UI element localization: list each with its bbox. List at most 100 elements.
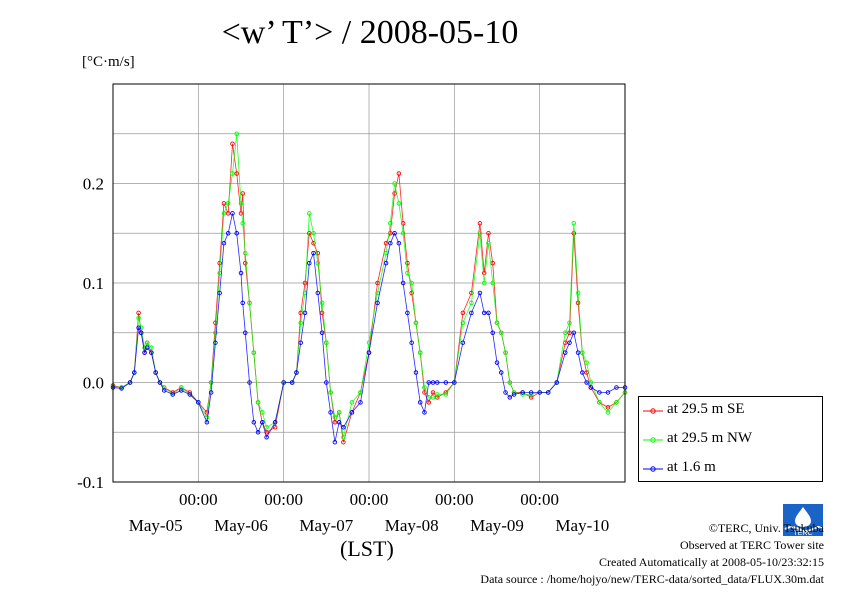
data-point (580, 370, 585, 375)
plot-frame (112, 83, 626, 483)
data-point (319, 330, 325, 336)
data-point (127, 380, 133, 385)
x-date-label: May-06 (214, 516, 268, 535)
x-tick-time-label: 00:00 (264, 490, 303, 509)
grid-lines (113, 84, 625, 482)
data-point (409, 280, 414, 286)
data-point (396, 171, 402, 176)
data-point (349, 410, 355, 415)
x-date-label: May-09 (470, 516, 524, 535)
data-point (179, 385, 184, 390)
data-point (567, 320, 572, 326)
data-point (161, 388, 167, 393)
data-point (494, 360, 500, 365)
data-point (341, 434, 346, 440)
data-point (328, 390, 333, 395)
data-point (422, 385, 427, 390)
data-point (260, 410, 265, 415)
data-point (225, 211, 231, 216)
data-point (422, 410, 427, 415)
data-point (375, 300, 380, 306)
data-point (315, 260, 321, 266)
data-point (571, 221, 577, 226)
series-layer (110, 131, 628, 445)
data-point (469, 290, 474, 296)
data-point (315, 290, 321, 296)
data-point (477, 230, 483, 236)
data-point (324, 380, 329, 385)
data-point (138, 325, 144, 331)
data-point (217, 260, 222, 266)
data-point (213, 330, 218, 336)
data-point (597, 390, 602, 395)
data-point (349, 400, 355, 405)
data-point (499, 330, 504, 336)
data-point (460, 320, 466, 326)
legend-label-1-6m: at 1.6 m (667, 459, 716, 475)
data-point (230, 141, 235, 146)
data-point (392, 230, 397, 236)
data-point (469, 310, 474, 316)
legend-label-se: at 29.5 m SE (667, 401, 745, 417)
data-point (567, 330, 572, 336)
data-point (490, 330, 495, 336)
data-point (255, 430, 261, 435)
legend-marker-1-6m-icon (643, 466, 663, 472)
data-point (528, 395, 534, 400)
data-point (272, 420, 278, 425)
x-date-label: May-10 (555, 516, 609, 535)
data-point (238, 201, 244, 206)
data-point (138, 330, 144, 336)
data-point (409, 340, 414, 345)
data-point (443, 392, 449, 397)
data-point (251, 350, 257, 355)
data-point (243, 330, 248, 336)
legend-label-nw: at 29.5 m NW (667, 430, 752, 446)
data-point (217, 290, 222, 296)
data-point (149, 345, 154, 350)
legend-marker-se-icon (643, 408, 663, 414)
axis-layer: 00:00 00:00 00:00 00:00 00:00 -0.1 0.0 0.1 0.2 Ma… (77, 175, 609, 536)
data-point (486, 310, 491, 316)
data-point (537, 390, 542, 395)
legend: at 29.5 m SE at 29.5 m NW at 1.6 m (638, 396, 823, 482)
data-point (452, 380, 457, 385)
x-tick-time-label: 00:00 (435, 490, 474, 509)
data-point (307, 211, 312, 216)
data-point (575, 290, 581, 296)
data-point (260, 420, 265, 425)
data-point (230, 171, 235, 176)
y-axis-unit-label: [°C·m/s] (82, 54, 135, 70)
data-point (153, 370, 158, 375)
data-point (503, 350, 508, 355)
data-point (221, 211, 227, 216)
credits: ©TERC, Univ. Tsukuba Observed at TERC To… (480, 520, 824, 588)
data-point (234, 171, 239, 176)
x-tick-time-label: 00:00 (520, 490, 559, 509)
data-point (605, 405, 611, 410)
data-point (328, 410, 333, 415)
data-point (392, 181, 397, 186)
series-line-2 (112, 213, 625, 443)
data-point (144, 340, 150, 345)
data-point (358, 400, 363, 405)
logo-text: TERC (793, 530, 812, 537)
data-point (588, 385, 594, 390)
data-point (247, 300, 252, 306)
y-tick-label: 0.2 (83, 175, 104, 194)
data-point (435, 380, 440, 385)
series-line-0 (112, 143, 626, 443)
data-point (605, 390, 611, 395)
data-point (503, 390, 508, 395)
data-point (234, 131, 239, 136)
data-point (388, 221, 393, 226)
y-tick-label: -0.1 (77, 473, 104, 492)
data-point (554, 380, 559, 385)
data-point (204, 420, 210, 425)
data-point (469, 300, 474, 306)
data-point (396, 240, 402, 246)
data-point (230, 211, 235, 216)
data-point (149, 350, 154, 355)
data-point (136, 315, 141, 321)
